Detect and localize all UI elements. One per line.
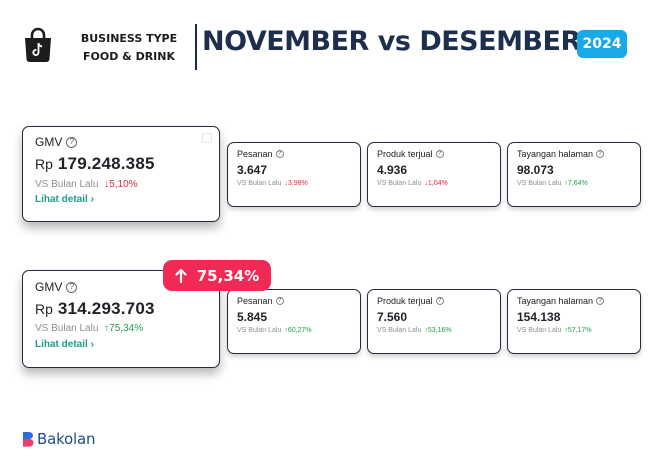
comparison: VS Bulan Lalu ↓5,10% (35, 179, 138, 190)
change-value: 1,04% (427, 180, 448, 187)
gmv-amount: 179.248.385 (57, 154, 155, 173)
comparison: VS Bulan Lalu ↑53,16% (377, 327, 452, 334)
change-value: 3,98% (287, 180, 308, 187)
metric-label: Pesanan (237, 296, 273, 306)
comparison: VS Bulan Lalu ↑57,17% (517, 327, 592, 334)
change-value: 60,27% (287, 327, 312, 334)
chevron-right-icon: › (90, 339, 94, 350)
comparison-label: VS Bulan Lalu (377, 180, 422, 187)
arrow-up-icon: ↑ (284, 327, 288, 334)
gmv-label: GMV (35, 135, 63, 149)
growth-badge: 75,34% (163, 260, 271, 291)
help-icon[interactable]: ? (275, 297, 284, 305)
detail-link[interactable]: Lihat detail › (35, 194, 94, 205)
comparison-label: VS Bulan Lalu (35, 179, 99, 190)
metric-label: Tayangan halaman (517, 149, 594, 159)
detail-link[interactable]: Lihat detail › (35, 339, 94, 350)
help-icon[interactable]: ? (66, 281, 78, 293)
gmv-value: Rp 179.248.385 (35, 154, 155, 174)
gmv-card-november[interactable]: GMV ? Rp 179.248.385 VS Bulan Lalu ↓5,10%… (22, 126, 220, 222)
page-title: NOVEMBER vs DESEMBER (202, 26, 581, 57)
metric-value: 7.560 (377, 310, 408, 324)
comparison: VS Bulan Lalu ↓1,04% (377, 180, 448, 187)
change-up: ↑57,17% (564, 327, 591, 334)
change-value: 5,10% (109, 179, 138, 190)
shopping-bag-tiktok-icon (25, 27, 51, 62)
arrow-down-icon: ↓ (424, 180, 428, 187)
metric-value: 3.647 (237, 163, 268, 177)
growth-value: 75,34% (196, 266, 260, 285)
metric-card-tayangan-desember[interactable]: Tayangan halaman? 154.138 VS Bulan Lalu ↑… (507, 289, 641, 354)
comparison-label: VS Bulan Lalu (35, 323, 99, 334)
help-icon[interactable]: ? (596, 150, 605, 158)
change-value: 57,17% (567, 327, 592, 334)
business-type-label: BUSINESS TYPE (80, 32, 178, 45)
change-value: 75,34% (109, 323, 144, 334)
metric-card-produk-november[interactable]: Produk terjual? 4.936 VS Bulan Lalu ↓1,04… (367, 142, 501, 207)
brand-name: Bakolan (37, 430, 96, 448)
brand-logo: Bakolan (22, 430, 95, 448)
checkbox[interactable] (202, 133, 212, 143)
metric-card-tayangan-november[interactable]: Tayangan halaman? 98.073 VS Bulan Lalu ↑7… (507, 142, 641, 207)
gmv-amount: 314.293.703 (57, 299, 155, 318)
comparison-label: VS Bulan Lalu (377, 327, 422, 334)
metric-card-pesanan-desember[interactable]: Pesanan? 5.845 VS Bulan Lalu ↑60,27% (227, 289, 361, 354)
help-icon[interactable]: ? (275, 150, 284, 158)
comparison: VS Bulan Lalu ↑75,34% (35, 323, 143, 334)
arrow-down-icon: ↓ (284, 180, 288, 187)
comparison-label: VS Bulan Lalu (237, 327, 282, 334)
metric-value: 154.138 (517, 310, 561, 324)
gmv-card-desember[interactable]: GMV ? Rp 314.293.703 VS Bulan Lalu ↑75,34… (22, 270, 220, 368)
currency: Rp (35, 156, 53, 172)
help-icon[interactable]: ? (596, 297, 605, 305)
currency: Rp (35, 301, 53, 317)
gmv-label: GMV (35, 280, 63, 294)
arrow-up-icon: ↑ (424, 327, 428, 334)
chevron-right-icon: › (90, 194, 94, 205)
metric-value: 4.936 (377, 163, 408, 177)
comparison: VS Bulan Lalu ↑7,64% (517, 180, 588, 187)
change-up: ↑60,27% (284, 327, 311, 334)
change-down: ↓1,04% (424, 180, 447, 187)
detail-link-label[interactable]: Lihat detail (35, 339, 88, 350)
comparison: VS Bulan Lalu ↓3,98% (237, 180, 308, 187)
change-value: 7,64% (567, 180, 588, 187)
change-down: ↓3,98% (284, 180, 307, 187)
metric-label: Produk terjual (377, 149, 433, 159)
comparison: VS Bulan Lalu ↑60,27% (237, 327, 312, 334)
arrow-up-icon: ↑ (104, 323, 110, 334)
help-icon[interactable]: ? (435, 297, 444, 305)
change-up: ↑7,64% (564, 180, 587, 187)
arrow-up-icon: ↑ (564, 327, 568, 334)
comparison-label: VS Bulan Lalu (237, 180, 282, 187)
gmv-value: Rp 314.293.703 (35, 299, 155, 319)
business-type: BUSINESS TYPE FOOD & DRINK (70, 30, 188, 66)
help-icon[interactable]: ? (66, 136, 78, 148)
header-divider (195, 24, 197, 70)
metric-label: Tayangan halaman (517, 296, 594, 306)
bakolan-logo-icon (23, 432, 34, 447)
arrow-up-icon (175, 268, 187, 283)
change-down: ↓5,10% (104, 179, 137, 190)
metric-card-produk-desember[interactable]: Produk terjual? 7.560 VS Bulan Lalu ↑53,1… (367, 289, 501, 354)
change-value: 53,16% (427, 327, 452, 334)
arrow-up-icon: ↑ (564, 180, 568, 187)
detail-link-label[interactable]: Lihat detail (35, 194, 88, 205)
metric-value: 98.073 (517, 163, 554, 177)
change-up: ↑75,34% (104, 323, 143, 334)
metric-card-pesanan-november[interactable]: Pesanan? 3.647 VS Bulan Lalu ↓3,98% (227, 142, 361, 207)
change-up: ↑53,16% (424, 327, 451, 334)
help-icon[interactable]: ? (435, 150, 444, 158)
arrow-down-icon: ↓ (104, 179, 110, 190)
year-badge: 2024 (577, 30, 627, 58)
metric-value: 5.845 (237, 310, 268, 324)
metric-label: Produk terjual (377, 296, 433, 306)
business-type-value: FOOD & DRINK (82, 50, 176, 63)
comparison-label: VS Bulan Lalu (517, 327, 562, 334)
comparison-label: VS Bulan Lalu (517, 180, 562, 187)
metric-label: Pesanan (237, 149, 273, 159)
